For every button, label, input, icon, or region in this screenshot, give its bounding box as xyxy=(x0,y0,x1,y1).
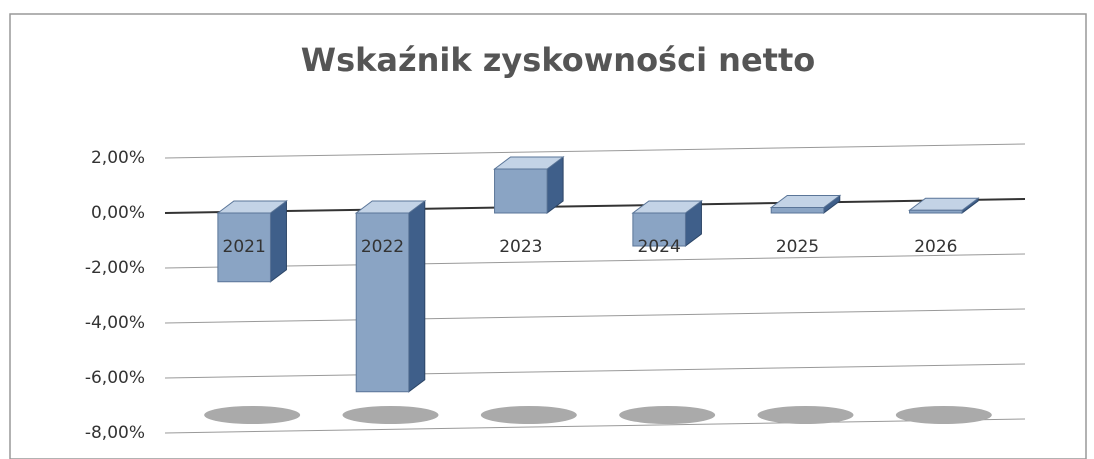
grid-line xyxy=(164,418,1026,434)
bar-side xyxy=(408,200,426,393)
chart-title: Wskaźnik zyskowności netto xyxy=(301,41,815,79)
x-tick-label: 2023 xyxy=(499,237,542,257)
floor-shadow xyxy=(204,406,301,424)
x-tick-label: 2026 xyxy=(914,237,957,257)
y-tick-label: -8,00% xyxy=(85,423,145,443)
bar xyxy=(770,207,825,214)
y-tick-label: -2,00% xyxy=(85,258,145,278)
x-tick-label: 2024 xyxy=(638,237,681,257)
bar xyxy=(355,212,410,393)
bar xyxy=(494,168,548,214)
floor-shadow xyxy=(342,406,439,424)
bar-side xyxy=(269,200,287,283)
y-tick-label: 2,00% xyxy=(91,148,145,168)
y-tick-label: 0,00% xyxy=(91,203,145,223)
bar xyxy=(632,212,686,247)
grid-line xyxy=(164,253,1026,269)
x-tick-label: 2025 xyxy=(776,237,819,257)
grid-line xyxy=(164,198,1026,214)
floor-shadow xyxy=(895,406,992,424)
floor-shadow xyxy=(480,406,577,424)
grid-line xyxy=(164,308,1026,324)
chart-frame xyxy=(9,13,1087,459)
y-tick-label: -6,00% xyxy=(85,368,145,388)
floor-shadow xyxy=(619,406,716,424)
floor-shadow xyxy=(757,406,854,424)
grid-line xyxy=(164,363,1026,379)
y-tick-label: -4,00% xyxy=(85,313,145,333)
x-tick-label: 2021 xyxy=(223,237,266,257)
grid-line xyxy=(164,143,1026,159)
bar xyxy=(217,212,271,283)
x-tick-label: 2022 xyxy=(361,237,404,257)
bar xyxy=(909,209,963,214)
